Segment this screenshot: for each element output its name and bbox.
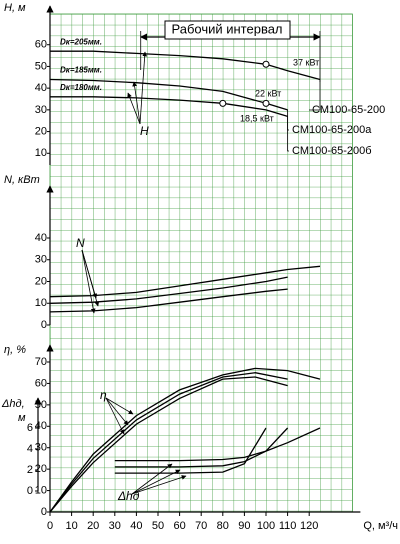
pointer — [105, 397, 134, 415]
curve-label: СМ100-65-200а — [292, 124, 372, 136]
curve — [49, 367, 321, 513]
curve-label: СМ100-65-200б — [292, 145, 372, 157]
x-tick-label: 30 — [109, 520, 121, 532]
pointer — [131, 469, 181, 495]
annotation: 18,5 кВт — [240, 113, 274, 123]
curve — [114, 427, 321, 462]
y-tick-label: 30 — [35, 104, 47, 116]
curve-name: Dк=205мм. — [60, 37, 102, 46]
x-tick-label: 110 — [279, 520, 297, 532]
y-tick-label: 2 — [27, 464, 33, 476]
curve — [49, 265, 321, 298]
y-tick-label: 10 — [35, 147, 47, 159]
x-tick-label: 50 — [152, 520, 164, 532]
pointer — [131, 475, 187, 495]
interval-label: Рабочий интервал — [171, 21, 282, 36]
y-tick-label: 20 — [35, 125, 47, 137]
annotation: 22 кВт — [255, 88, 281, 98]
annotation: H — [140, 124, 149, 138]
y-tick-label: 20 — [35, 275, 47, 287]
curve — [50, 96, 288, 118]
pointer — [105, 397, 129, 426]
x-tick-label: 0 — [47, 520, 53, 532]
curve-name: Dк=180мм. — [60, 83, 102, 92]
x-tick-label: 90 — [238, 520, 250, 532]
pointer — [127, 92, 141, 125]
y-tick-label: 40 — [35, 82, 47, 94]
annotation: N — [76, 236, 85, 250]
x-tick-label: 120 — [300, 520, 318, 532]
y-tick-label: 10 — [35, 297, 47, 309]
y-axis-label: Δhд, — [1, 398, 25, 410]
pointer — [139, 51, 148, 125]
pointer — [81, 249, 96, 314]
y-tick-label: 4 — [27, 443, 33, 455]
curve-name: Dк=185мм. — [60, 66, 102, 75]
y-tick-label: 60 — [35, 377, 47, 389]
y-axis-label: η, % — [4, 344, 26, 356]
annotation: Δhд — [117, 489, 140, 503]
y-axis-label: N, кВт — [4, 174, 40, 186]
interval-box — [164, 20, 291, 40]
x-tick-label: 60 — [173, 520, 185, 532]
x-tick-label: 70 — [195, 520, 207, 532]
pointer — [131, 463, 173, 495]
y-tick-label: 10 — [35, 484, 47, 496]
leader — [309, 79, 321, 111]
y-tick-label: 40 — [35, 232, 47, 244]
curve — [49, 372, 288, 513]
curve — [49, 376, 288, 513]
y-tick-label: 30 — [35, 254, 47, 266]
y-tick-label: 50 — [35, 399, 47, 411]
x-tick-label: 20 — [87, 520, 99, 532]
annotation: η — [100, 388, 107, 402]
y-tick-label: 0 — [41, 319, 47, 331]
x-tick-label: 80 — [217, 520, 229, 532]
y-axis-label: H, м — [4, 2, 26, 14]
y-tick-label: 0 — [41, 506, 47, 518]
y-tick-label: 70 — [35, 356, 47, 368]
y-axis-label: м — [18, 412, 26, 424]
leader — [287, 116, 289, 152]
y-tick-label: 20 — [35, 463, 47, 475]
annotation: 37 кВт — [293, 57, 319, 67]
y-tick-label: 40 — [35, 420, 47, 432]
x-tick-label: 40 — [130, 520, 142, 532]
curve — [114, 427, 267, 474]
pointer — [105, 397, 125, 435]
x-tick-label: 100 — [257, 520, 275, 532]
curve — [49, 276, 288, 304]
y-tick-label: 50 — [35, 60, 47, 72]
curve — [50, 50, 321, 81]
operating-point — [262, 60, 270, 68]
operating-point — [219, 99, 227, 107]
pointer — [132, 81, 141, 125]
y-tick-label: 6 — [27, 422, 33, 434]
pointer — [81, 249, 100, 307]
y-tick-label: 60 — [35, 39, 47, 51]
x-tick-label: 10 — [65, 520, 77, 532]
curve-label: СМ100-65-200 — [312, 104, 385, 116]
operating-point — [262, 99, 270, 107]
y-tick-label: 30 — [35, 442, 47, 454]
x-axis-label: Q, м³/ч — [363, 520, 398, 532]
y-tick-label: 0 — [27, 485, 33, 497]
